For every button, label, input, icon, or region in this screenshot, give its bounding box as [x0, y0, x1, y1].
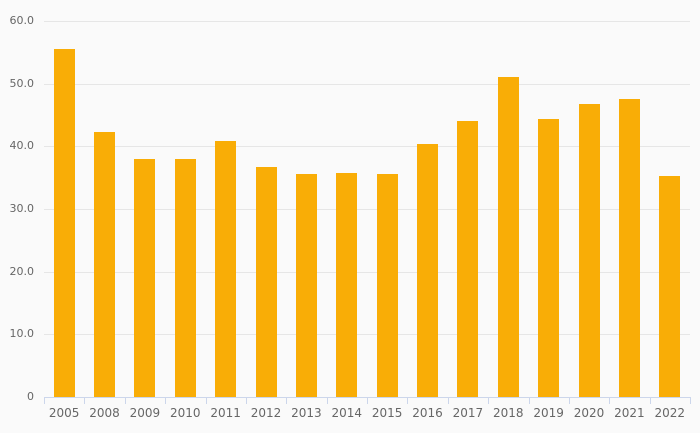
x-axis-label: 2022 [654, 406, 686, 420]
x-axis-label: 2021 [614, 406, 645, 420]
x-axis-tick [367, 398, 368, 404]
x-axis-tick [124, 398, 126, 404]
y-axis-label: 60.0 [9, 14, 35, 27]
bar[interactable] [295, 173, 317, 397]
x-axis-tick [447, 398, 449, 404]
x-axis-tick [205, 398, 207, 404]
x-axis-tick [245, 398, 247, 404]
gridline [44, 271, 690, 273]
y-axis-label: 40.0 [9, 139, 35, 153]
x-axis-tick [84, 398, 86, 404]
bar[interactable] [417, 143, 439, 397]
x-axis-label: 2014 [331, 406, 363, 420]
bar[interactable] [618, 98, 640, 397]
bar[interactable] [659, 176, 681, 397]
x-axis-tick [609, 398, 611, 404]
x-axis-tick [407, 398, 409, 404]
x-axis-label: 2012 [250, 406, 282, 420]
bar[interactable] [336, 172, 358, 397]
bar[interactable] [376, 173, 398, 397]
x-axis-tick [690, 398, 691, 404]
x-axis-tick [286, 398, 288, 404]
y-axis-label: 0 [27, 390, 34, 403]
bar[interactable] [457, 120, 479, 397]
x-axis-tick [488, 398, 490, 404]
x-axis-tick [568, 398, 570, 404]
gridline [44, 21, 690, 22]
bar[interactable] [578, 104, 600, 397]
bar[interactable] [53, 49, 75, 397]
bar[interactable] [538, 119, 560, 397]
x-axis-label: 2015 [371, 406, 403, 420]
bar[interactable] [497, 77, 519, 397]
x-axis-tick [649, 398, 651, 404]
gridline [44, 83, 690, 85]
x-axis-tick [326, 398, 328, 404]
x-axis-label: 2005 [48, 406, 80, 420]
x-axis-label: 2010 [170, 406, 201, 420]
y-axis-label: 10.0 [9, 327, 35, 341]
bar[interactable] [94, 131, 116, 397]
x-axis-label: 2009 [129, 406, 161, 420]
gridline [44, 146, 690, 148]
gridline [44, 209, 690, 210]
x-axis-label: 2017 [452, 406, 484, 420]
x-axis-label: 2019 [533, 406, 564, 420]
x-axis-label: 2016 [412, 406, 443, 420]
x-axis-line [44, 397, 691, 398]
bar[interactable] [174, 159, 196, 397]
bar[interactable] [134, 158, 156, 397]
bar[interactable] [255, 167, 277, 397]
y-axis-label: 50.0 [9, 76, 35, 90]
y-axis-label: 20.0 [9, 264, 35, 278]
gridline [44, 334, 690, 336]
x-axis-tick [44, 398, 45, 404]
bar[interactable] [215, 140, 237, 397]
x-axis-label: 2018 [493, 406, 524, 420]
x-axis-tick [165, 398, 167, 404]
x-axis-label: 2008 [89, 406, 120, 420]
x-axis-tick [528, 398, 530, 404]
x-axis-label: 2020 [573, 406, 605, 420]
x-axis-label: 2013 [291, 406, 322, 420]
y-axis-label: 30.0 [9, 202, 35, 215]
x-axis-label: 2011 [210, 406, 241, 420]
